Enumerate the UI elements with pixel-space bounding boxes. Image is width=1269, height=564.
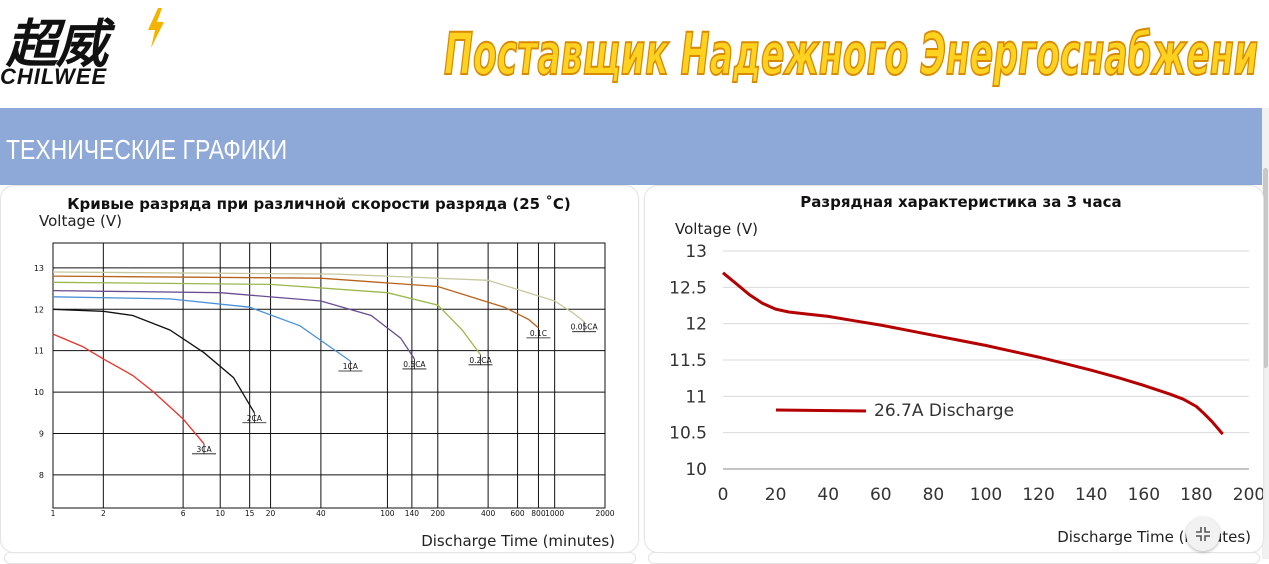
y-tick-label-12-5: 12.5 xyxy=(669,278,707,298)
series-label-0-2ca: 0.2CA xyxy=(469,356,492,365)
x-tick-label-800: 800 xyxy=(531,509,546,518)
y-tick-label-11-5: 11.5 xyxy=(669,351,707,371)
series-line-0-05ca xyxy=(52,271,585,323)
y-tick-label-8: 8 xyxy=(39,471,44,480)
x-tick-label-200: 200 xyxy=(1233,485,1263,505)
lightning-bolt-icon xyxy=(148,8,164,48)
series-line-2ca xyxy=(52,308,255,414)
series-label-3ca: 3CA xyxy=(196,445,212,454)
y-tick-label-9: 9 xyxy=(39,429,44,438)
x-tick-label-2: 2 xyxy=(101,509,106,518)
next-card-left xyxy=(4,552,636,564)
series-label-1ca: 1CA xyxy=(343,362,359,371)
y-tick-label-10: 10 xyxy=(34,388,44,397)
y-tick-label-12: 12 xyxy=(685,315,707,335)
legend-swatch xyxy=(775,408,867,413)
y-tick-label-13: 13 xyxy=(685,242,707,262)
x-tick-label-2000: 2000 xyxy=(595,509,614,518)
x-tick-label-140: 140 xyxy=(405,509,420,518)
section-title: ТЕХНИЧЕСКИЕ ГРАФИКИ xyxy=(6,134,288,165)
x-tick-label-40: 40 xyxy=(817,485,839,505)
series-line-0-2ca xyxy=(52,281,482,356)
discharge-rates-chart: Кривые разряда при различной скорости ра… xyxy=(34,195,615,550)
x-tick-label-400: 400 xyxy=(481,509,496,518)
series-label-0-5ca: 0.5CA xyxy=(403,360,426,369)
chilwee-logo[interactable]: 超威 CHILWEE xyxy=(0,2,170,92)
section-header: ТЕХНИЧЕСКИЕ ГРАФИКИ xyxy=(0,108,1262,185)
y-axis-label: Voltage (V) xyxy=(675,220,758,238)
x-tick-label-60: 60 xyxy=(870,485,892,505)
x-tick-label-180: 180 xyxy=(1180,485,1212,505)
fullscreen-icon xyxy=(1196,527,1210,541)
y-tick-label-13: 13 xyxy=(34,264,44,273)
x-tick-label-20: 20 xyxy=(266,509,276,518)
page-scrollbar[interactable] xyxy=(1262,108,1269,559)
fullscreen-button[interactable] xyxy=(1186,517,1220,551)
x-tick-label-80: 80 xyxy=(923,485,945,505)
x-tick-label-1000: 1000 xyxy=(545,509,564,518)
chart-title: Разрядная характеристика за 3 часа xyxy=(800,193,1121,211)
x-tick-label-20: 20 xyxy=(765,485,787,505)
y-tick-label-12: 12 xyxy=(34,305,44,314)
series-label-0-05ca: 0.05CA xyxy=(571,323,599,332)
x-tick-label-10: 10 xyxy=(215,509,225,518)
next-card-right xyxy=(648,552,1260,564)
series-line-0-1c xyxy=(52,275,539,329)
x-axis-label: Discharge Time (minutes) xyxy=(421,532,615,550)
scrollbar-thumb[interactable] xyxy=(1263,168,1268,368)
x-tick-label-0: 0 xyxy=(718,485,729,505)
slogan-banner: Поставщик Надежного Энергоснабжени xyxy=(443,19,1259,89)
x-tick-label-1: 1 xyxy=(51,509,56,518)
three-hour-discharge-chart: Разрядная характеристика за 3 часа Voltag… xyxy=(669,193,1265,546)
series-line-discharge xyxy=(722,271,1224,436)
x-tick-label-200: 200 xyxy=(431,509,446,518)
series-label-0-1c: 0.1C xyxy=(530,329,547,338)
series-line-0-5ca xyxy=(52,289,415,360)
x-tick-label-160: 160 xyxy=(1128,485,1160,505)
legend-label: 26.7A Discharge xyxy=(874,401,1014,421)
y-tick-label-10: 10 xyxy=(685,460,707,480)
three-hour-discharge-chart-card: Разрядная характеристика за 3 часа Voltag… xyxy=(644,185,1265,553)
x-tick-label-140: 140 xyxy=(1075,485,1107,505)
y-tick-label-11: 11 xyxy=(685,387,707,407)
y-axis-label: Voltage (V) xyxy=(39,212,122,230)
series-label-2ca: 2CA xyxy=(247,414,263,423)
x-axis-label: Discharge Time (minutes) xyxy=(1057,528,1251,546)
x-tick-label-15: 15 xyxy=(245,509,255,518)
discharge-rates-chart-card: Кривые разряда при различной скорости ра… xyxy=(0,185,639,553)
slogan-text: Поставщик Надежного Энергоснабжени xyxy=(444,20,1258,88)
series-line-3ca xyxy=(52,333,205,445)
logo-english-text: CHILWEE xyxy=(0,64,108,89)
x-tick-label-40: 40 xyxy=(316,509,326,518)
y-tick-label-10-5: 10.5 xyxy=(669,424,707,444)
site-header: 超威 CHILWEE Поставщик Надежного Энергосна… xyxy=(0,0,1269,108)
x-tick-label-100: 100 xyxy=(970,485,1002,505)
x-tick-label-600: 600 xyxy=(510,509,525,518)
y-tick-label-11: 11 xyxy=(34,347,44,356)
chart-title: Кривые разряда при различной скорости ра… xyxy=(67,195,570,213)
series-line-1ca xyxy=(52,296,351,362)
logo-chinese-text: 超威 xyxy=(6,15,108,75)
x-tick-label-100: 100 xyxy=(380,509,395,518)
x-tick-label-6: 6 xyxy=(181,509,186,518)
x-tick-label-120: 120 xyxy=(1022,485,1054,505)
